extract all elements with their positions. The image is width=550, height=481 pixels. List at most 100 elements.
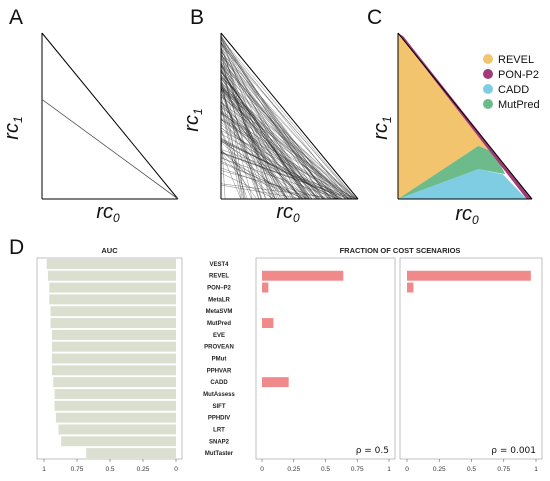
panel-b-line	[220, 88, 262, 200]
panel-letter-d: D	[9, 236, 24, 259]
panel-b-line	[220, 103, 244, 200]
panel-b-line	[220, 141, 351, 200]
panel-b-line	[220, 101, 310, 200]
method-label: MutTaster	[205, 451, 234, 457]
auc-bar	[51, 365, 176, 376]
panel-b-line	[220, 96, 355, 200]
panel-b-line	[220, 41, 292, 200]
panel-b-y-label: rc1	[181, 108, 205, 131]
fraction-panel-2-tick-label: 0.75	[497, 466, 510, 473]
panel-a-x-label: rc0	[96, 201, 120, 225]
panel-b-line	[220, 58, 331, 200]
panel-a-y-label: rc1	[1, 116, 25, 139]
auc-bar	[51, 341, 176, 352]
method-label: PPHDIV	[208, 416, 230, 422]
auc-bar	[61, 436, 176, 447]
fraction-panel-2-bar	[407, 282, 414, 293]
auc-bar	[49, 282, 176, 293]
panel-b-line	[220, 87, 339, 200]
panel-b-line	[220, 88, 259, 200]
auc-title: AUC	[101, 246, 118, 255]
panel-b-line	[220, 101, 288, 200]
panel-b-line	[220, 36, 329, 200]
panel-b-line	[220, 64, 307, 200]
panel-b-line	[220, 184, 304, 200]
auc-bar	[53, 377, 176, 388]
panel-b-line	[220, 42, 338, 200]
panel-b-line	[220, 149, 273, 200]
legend-swatch	[483, 84, 493, 94]
fraction-panel-1-tick-label: 0.75	[351, 466, 364, 473]
fraction-panel-2-rho-label: ρ = 0.001	[491, 446, 536, 456]
fraction-panel-2-frame	[399, 257, 543, 460]
legend-swatch	[483, 69, 493, 79]
fraction-title: FRACTION OF COST SCENARIOS	[340, 246, 461, 255]
legend-label: MutPred	[498, 99, 540, 111]
panel-b-line	[220, 170, 328, 200]
panel-b-line	[220, 161, 305, 200]
method-label: PON–P2	[207, 286, 231, 292]
panel-d-chart: AUC 1 0.75 0.5 0.25 0 VEST4 REVEL PON–P2 MetaLR Me…	[36, 246, 543, 473]
panel-b-line	[220, 45, 245, 200]
method-label: SNAP2	[209, 439, 230, 445]
legend-swatch	[483, 54, 493, 64]
fraction-panel-1-rho-label: ρ = 0.5	[356, 446, 389, 456]
auc-bar	[54, 400, 177, 411]
panel-b-line	[220, 151, 257, 200]
panel-b-line	[220, 119, 346, 200]
fraction-panel-1-tick-label: 0	[260, 466, 264, 473]
method-label: VEST4	[209, 262, 229, 268]
panel-b-line	[220, 39, 349, 200]
fraction-panel-1-bar	[262, 377, 289, 388]
panel-b-line	[220, 119, 296, 200]
panel-b-hypotenuse	[220, 32, 359, 200]
panel-b-line	[220, 45, 356, 200]
panel-b-line	[220, 138, 338, 200]
auc-bar	[46, 258, 176, 269]
fraction-panel-2-tick-label: 0	[405, 466, 409, 473]
panel-letter-b: B	[190, 6, 204, 29]
auc-bar	[51, 329, 176, 340]
panel-b-line	[220, 66, 346, 200]
panel-b-line	[220, 151, 353, 200]
panel-a-chart	[41, 32, 179, 200]
auc-tick-label: 0.75	[71, 466, 84, 473]
panel-c-region-cadd	[398, 169, 527, 199]
fraction-panel-1-tick-label: 0.25	[287, 466, 300, 473]
method-label: SIFT	[213, 404, 226, 410]
method-label: MetaSVM	[206, 309, 233, 315]
fraction-panel-1-bar	[262, 282, 269, 293]
auc-tick-label: 0.5	[105, 466, 114, 473]
panel-b-line	[220, 172, 275, 200]
panel-b-line	[220, 50, 310, 200]
panel-b-line	[220, 54, 353, 200]
legend-label: CADD	[498, 84, 529, 96]
panel-c-y-label: rc1	[370, 116, 394, 139]
panel-b-x-label: rc0	[276, 201, 300, 225]
panel-b-line	[220, 55, 343, 200]
panel-b-line	[220, 76, 352, 200]
panel-b-line	[220, 131, 226, 200]
panel-b-line	[220, 69, 307, 200]
fraction-panel-1-tick-label: 0.5	[321, 466, 330, 473]
panel-b-line	[220, 140, 307, 200]
fraction-panel-1-frame	[255, 257, 396, 460]
panel-b-line	[220, 47, 280, 200]
panel-c-region-revel	[398, 33, 495, 199]
panel-b-line	[220, 86, 324, 200]
panel-b-line	[220, 39, 329, 200]
panel-b-line	[220, 76, 358, 200]
panel-b-line	[220, 95, 246, 200]
auc-bar	[86, 448, 176, 459]
auc-bar	[51, 353, 176, 364]
auc-panel-frame	[36, 257, 183, 460]
fraction-panel-1-bar	[262, 318, 274, 328]
auc-tick-label: 0	[174, 466, 178, 473]
panel-b-line	[220, 78, 321, 200]
panel-b-line	[220, 36, 320, 200]
method-label: PROVEAN	[204, 345, 234, 351]
method-label: PMut	[212, 357, 227, 363]
method-label: CADD	[210, 380, 228, 386]
method-label: PPHVAR	[207, 368, 232, 374]
auc-bar	[50, 318, 176, 328]
